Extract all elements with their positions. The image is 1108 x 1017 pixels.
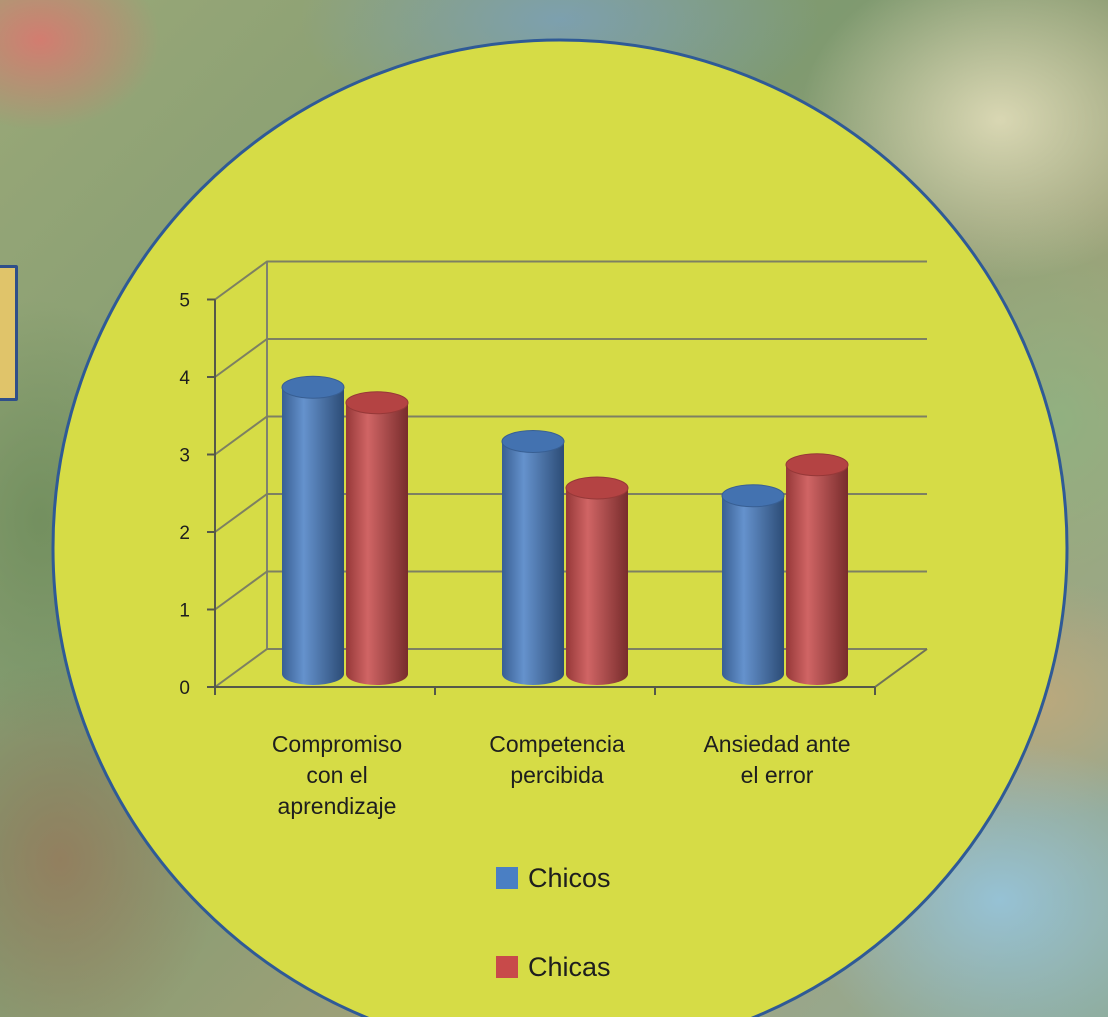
x-category-label: el error	[741, 762, 814, 788]
bar-top-chicos	[721, 484, 785, 508]
plot-area: 0 1 2 3 4 5 Compromiso con el aprendizaje Compete…	[179, 260, 928, 982]
x-category-label: aprendizaje	[278, 793, 397, 819]
bar-top-chicas	[345, 391, 409, 415]
bar-chicas	[566, 488, 628, 685]
gridline	[214, 493, 927, 533]
y-tick-label: 0	[179, 678, 190, 699]
bar-top-chicos	[281, 375, 345, 399]
gridline	[214, 648, 927, 688]
bar-top-chicos	[501, 430, 565, 453]
x-category-label: Compromiso	[272, 731, 402, 757]
bar-chicas	[786, 464, 848, 685]
bar-top-chicas	[565, 476, 629, 500]
bar-chicos	[282, 387, 344, 685]
gridline	[214, 338, 927, 378]
y-tick-label: 5	[179, 291, 190, 312]
x-category-label: Competencia	[489, 731, 625, 757]
bar-chicas	[346, 402, 408, 685]
legend-swatch-chicos	[496, 867, 518, 889]
gridline	[214, 415, 927, 456]
legend-label-chicas: Chicas	[528, 952, 611, 982]
legend-label-chicos: Chicos	[528, 863, 611, 893]
y-tick-label: 2	[179, 523, 190, 544]
side-text-box	[0, 265, 18, 401]
gridline	[214, 260, 927, 301]
floor-right-edge	[874, 648, 928, 688]
bar-chicos	[722, 495, 784, 685]
bar-top-chicas	[785, 453, 849, 477]
y-tick-label: 3	[179, 446, 190, 467]
x-category-label: con el	[306, 762, 367, 788]
y-tick-label: 4	[179, 368, 190, 389]
x-category-label: percibida	[510, 762, 604, 788]
y-tick-label: 1	[179, 601, 190, 622]
gridline	[214, 570, 927, 611]
x-category-label: Ansiedad ante	[703, 731, 850, 757]
bar-chicos	[502, 441, 564, 685]
legend-swatch-chicas	[496, 956, 518, 978]
